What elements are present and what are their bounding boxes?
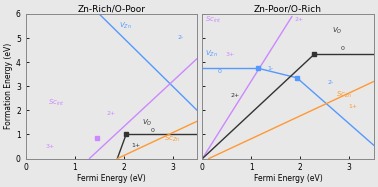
Text: 2+: 2+ (294, 17, 304, 22)
Y-axis label: Formation Energy (eV): Formation Energy (eV) (4, 43, 13, 129)
Text: 2+: 2+ (107, 111, 116, 116)
Text: V$_{Zn}$: V$_{Zn}$ (119, 21, 132, 31)
X-axis label: Fermi Energy (eV): Fermi Energy (eV) (254, 174, 322, 183)
Title: Zn-Poor/O-Rich: Zn-Poor/O-Rich (254, 4, 322, 13)
Text: 0: 0 (341, 46, 344, 51)
Text: 2-: 2- (327, 80, 333, 85)
Text: 3+: 3+ (45, 144, 54, 149)
Text: 0: 0 (150, 128, 155, 133)
Text: 1+: 1+ (131, 143, 140, 148)
Text: 0: 0 (218, 69, 222, 74)
Text: 1+: 1+ (349, 104, 358, 109)
Text: Sc$_{Zn}$: Sc$_{Zn}$ (336, 90, 352, 100)
Title: Zn-Rich/O-Poor: Zn-Rich/O-Poor (77, 4, 146, 13)
Text: V$_{Zn}$: V$_{Zn}$ (205, 49, 218, 59)
Text: V$_O$: V$_O$ (332, 26, 343, 36)
Text: 3+: 3+ (226, 52, 235, 57)
Text: Sc$_{int}$: Sc$_{int}$ (48, 98, 65, 108)
Text: 1-: 1- (267, 66, 273, 71)
X-axis label: Fermi Energy (eV): Fermi Energy (eV) (77, 174, 146, 183)
Text: 2-: 2- (178, 36, 184, 40)
Text: V$_O$: V$_O$ (142, 118, 153, 128)
Text: 2+: 2+ (231, 93, 240, 98)
Text: Sc$_{Zn}$: Sc$_{Zn}$ (164, 134, 180, 144)
Text: Sc$_{int}$: Sc$_{int}$ (205, 15, 222, 25)
